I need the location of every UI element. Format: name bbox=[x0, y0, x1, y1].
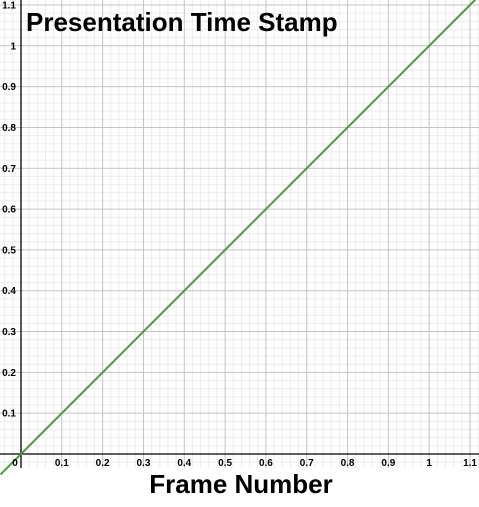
y-tick-label: 0.5 bbox=[2, 245, 16, 256]
y-tick-label: 1 bbox=[10, 41, 16, 52]
x-tick-label: 0.8 bbox=[341, 458, 355, 469]
x-tick-label: 0.3 bbox=[137, 458, 151, 469]
series-layer bbox=[0, 0, 477, 476]
x-tick-label: 0.2 bbox=[96, 458, 110, 469]
y-axis-title: Presentation Time Stamp bbox=[26, 7, 338, 37]
y-tick-label: 0.2 bbox=[2, 368, 16, 379]
x-tick-label: 0.4 bbox=[177, 458, 191, 469]
axes bbox=[0, 0, 479, 468]
y-tick-label: 0.6 bbox=[2, 205, 16, 216]
x-tick-label: 1.1 bbox=[463, 458, 477, 469]
tick-labels: 0.1 0.2 0.3 0.4 0.5 0.6 0.7 0.8 0.9 1 1.1 0.1 0.2 0.3… bbox=[2, 0, 477, 469]
y-tick-label: 0.1 bbox=[2, 409, 16, 420]
y-tick-label: 0.9 bbox=[2, 82, 16, 93]
x-tick-label: 1 bbox=[426, 458, 432, 469]
x-tick-label: 0.1 bbox=[55, 458, 69, 469]
y-tick-label: 1.1 bbox=[2, 0, 16, 11]
y-tick-label: 0.3 bbox=[2, 327, 16, 338]
y-tick-label: 0.8 bbox=[2, 123, 16, 134]
series-line bbox=[0, 0, 477, 476]
x-tick-label: 0.5 bbox=[218, 458, 232, 469]
major-grid bbox=[0, 0, 479, 468]
origin-label: 0 bbox=[12, 458, 18, 469]
x-tick-label: 0.9 bbox=[381, 458, 395, 469]
y-tick-label: 0.4 bbox=[2, 286, 16, 297]
x-tick-label: 0.6 bbox=[259, 458, 273, 469]
minor-grid bbox=[0, 0, 479, 468]
x-axis-title: Frame Number bbox=[149, 469, 333, 499]
x-tick-label: 0.7 bbox=[300, 458, 314, 469]
y-tick-label: 0.7 bbox=[2, 164, 16, 175]
